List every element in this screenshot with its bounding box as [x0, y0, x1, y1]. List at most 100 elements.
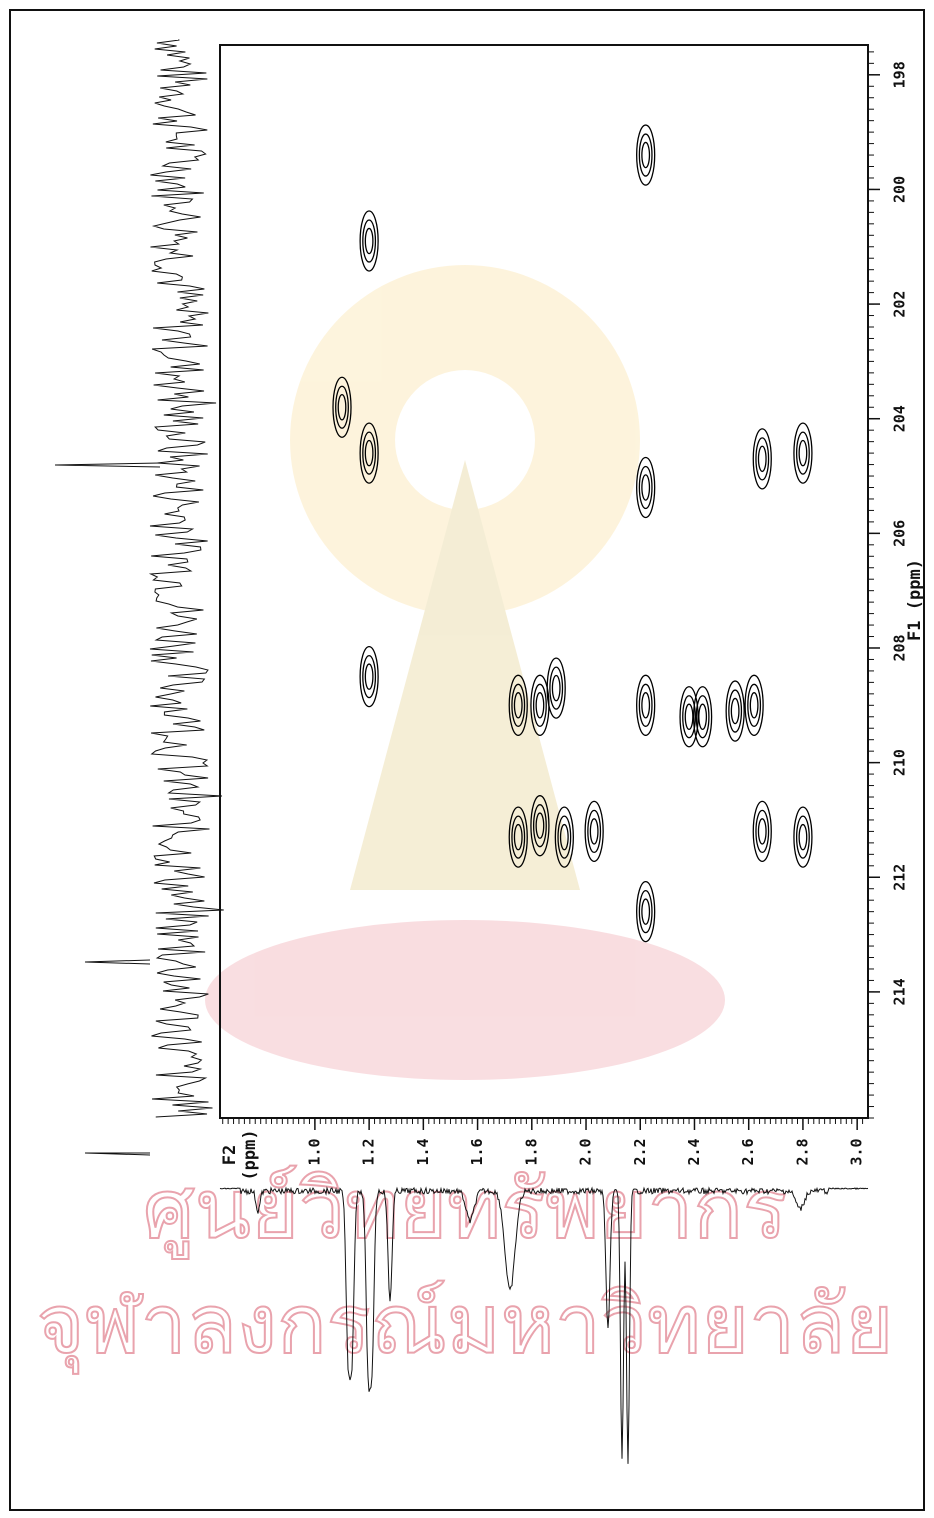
contour-ring: [535, 812, 545, 839]
contour-ring: [755, 809, 770, 854]
x-tick-label: 2.4: [685, 1138, 703, 1165]
contour-ring: [641, 141, 651, 169]
contour-ring: [636, 881, 656, 943]
contour-ring: [508, 806, 528, 868]
contour-ring: [730, 697, 740, 725]
contour-ring: [757, 445, 767, 473]
x-tick-label: 1.2: [360, 1138, 378, 1165]
contour-ring: [795, 815, 810, 859]
y-tick-label: 202: [891, 291, 909, 318]
contour-ring: [636, 456, 656, 519]
peak: [508, 806, 528, 868]
x-tick-label: 1.0: [305, 1138, 323, 1165]
contour-ring: [793, 806, 813, 868]
contour-ring: [695, 695, 710, 739]
peak: [692, 686, 713, 748]
contour-ring: [641, 692, 651, 719]
peak: [752, 800, 772, 863]
page-frame: [9, 9, 925, 1511]
contour-ring: [798, 823, 808, 851]
watermark-text: ศูนย์วิทยทรัพยากร: [143, 1162, 787, 1258]
contour-ring: [362, 654, 377, 699]
peak: [636, 124, 656, 186]
y-tick-label: 212: [891, 864, 909, 891]
contour-ring: [513, 692, 523, 719]
x-tick-label: 3.0: [848, 1138, 866, 1165]
peak: [359, 422, 379, 484]
x-tick-label: 2.8: [793, 1138, 811, 1165]
contour-ring: [364, 227, 374, 255]
peak: [793, 806, 813, 868]
contour-ring: [546, 657, 566, 719]
contour-ring: [684, 703, 694, 731]
x-tick-label: 1.4: [414, 1138, 432, 1165]
contour-ring: [511, 815, 526, 859]
contour-ring: [364, 663, 374, 690]
contour-ring: [636, 674, 656, 736]
contour-ring: [362, 219, 377, 263]
peak: [332, 376, 352, 438]
y-axis-title: F1 (ppm): [905, 559, 925, 641]
contour-ring: [692, 686, 713, 748]
contour-ring: [508, 674, 528, 736]
contour-ring: [362, 431, 377, 475]
peak: [546, 657, 566, 719]
crest-watermark: [205, 265, 725, 1080]
contour-ring: [755, 437, 770, 481]
peak: [508, 674, 528, 736]
contour-ring: [513, 823, 523, 851]
contour-ring: [793, 422, 813, 484]
f1-projection: [148, 39, 224, 1118]
contour-ring: [364, 439, 374, 467]
contour-ring: [641, 474, 651, 501]
contour-ring: [335, 385, 349, 429]
contour-ring: [728, 689, 743, 733]
contour-ring: [551, 674, 561, 702]
contour-ring: [679, 686, 699, 748]
peak: [636, 881, 656, 943]
contour-ring: [359, 645, 379, 708]
contour-ring: [636, 124, 656, 186]
y-tick-label: 210: [891, 749, 909, 776]
peak: [752, 428, 772, 490]
contour-ring: [554, 806, 574, 868]
peak: [554, 806, 574, 868]
plot-frame: [219, 44, 869, 1119]
contour-ring: [682, 695, 697, 739]
contour-ring: [638, 683, 653, 727]
peak: [744, 674, 764, 736]
peak: [636, 456, 656, 519]
y-tick-label: 204: [891, 405, 909, 432]
x-tick-label: 2.2: [631, 1138, 649, 1165]
contour-ring: [725, 680, 745, 742]
f1-spike: [54, 462, 161, 1156]
peak: [359, 210, 379, 272]
contour-ring: [752, 428, 772, 490]
x-tick-label: 2.0: [577, 1138, 595, 1165]
contour-ring: [752, 800, 772, 863]
contour-ring: [359, 422, 379, 484]
contour-ring: [744, 674, 764, 736]
contour-ring: [587, 809, 602, 854]
contour-ring: [638, 890, 653, 934]
y-tick-label: 198: [891, 61, 909, 88]
contour-ring: [589, 818, 599, 845]
contour-ring: [749, 692, 759, 719]
peak: [359, 645, 379, 708]
y-tick-label: 208: [891, 634, 909, 661]
contour-ring: [332, 376, 352, 438]
contour-ring: [559, 823, 569, 851]
contour-ring: [532, 683, 547, 727]
y-tick-label: 200: [891, 176, 909, 203]
peak: [636, 674, 656, 736]
y-tick-label: 206: [891, 520, 909, 547]
x-tick-label: 2.6: [739, 1138, 757, 1165]
contour-ring: [584, 800, 604, 863]
contour-ring: [532, 804, 547, 848]
contour-ring: [557, 815, 572, 859]
peak: [725, 680, 745, 742]
contour-ring: [747, 683, 762, 727]
peak: [584, 800, 604, 863]
x-tick-label: 1.8: [522, 1138, 540, 1165]
